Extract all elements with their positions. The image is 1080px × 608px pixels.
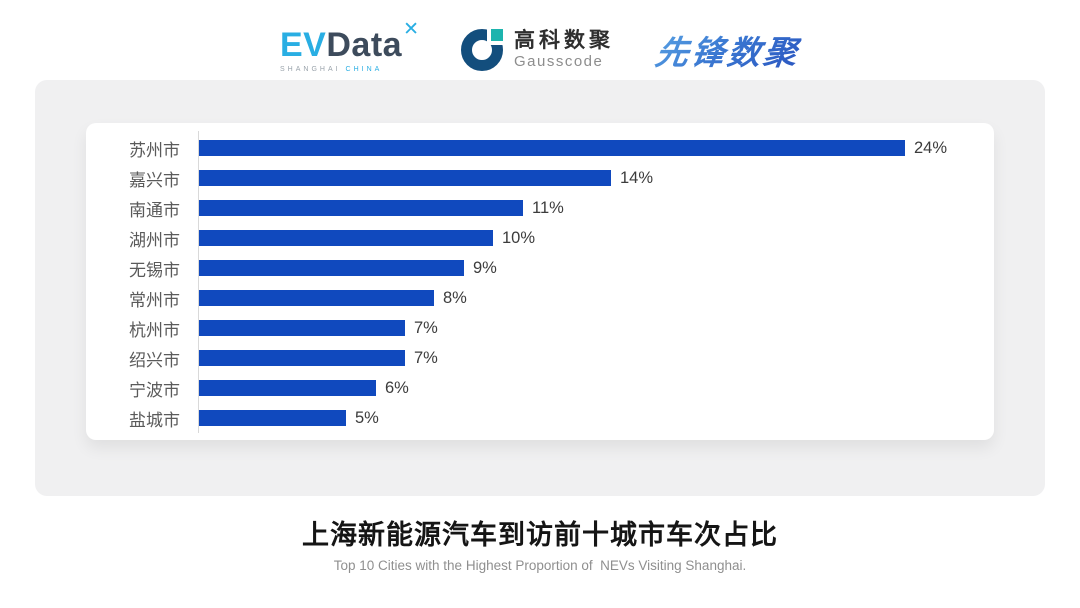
bar bbox=[199, 380, 376, 396]
value-label: 9% bbox=[473, 258, 497, 277]
bar bbox=[199, 170, 611, 186]
chart-panel: 苏州市 24% 嘉兴市 14% 南通市 11% 湖州市 10% 无锡市 9% 常州市 8% 杭州市 7% 绍… bbox=[35, 80, 1045, 496]
gausscode-ring-icon bbox=[460, 28, 504, 71]
chart-row: 无锡市 9% bbox=[86, 253, 994, 283]
value-label: 7% bbox=[414, 348, 438, 367]
category-label: 苏州市 bbox=[129, 140, 180, 160]
page: EV Data ✕ SHANGHAI CHINA 高科数聚 Gausscode … bbox=[0, 0, 1080, 573]
bar bbox=[199, 290, 434, 306]
chart-row: 杭州市 7% bbox=[86, 313, 994, 343]
gausscode-ring bbox=[460, 29, 503, 71]
bar-track: 7% bbox=[199, 349, 994, 368]
category-label: 绍兴市 bbox=[129, 350, 180, 370]
chart-subtitle: Top 10 Cities with the Highest Proportio… bbox=[333, 558, 747, 573]
evdata-ev-text: EV bbox=[280, 25, 327, 64]
value-label: 11% bbox=[532, 198, 564, 217]
gausscode-teal-square bbox=[490, 29, 503, 41]
bar bbox=[199, 200, 523, 216]
category-label: 嘉兴市 bbox=[129, 170, 180, 190]
evdata-china-text: CHINA bbox=[345, 65, 383, 73]
bar bbox=[199, 410, 346, 426]
category-label: 湖州市 bbox=[129, 230, 180, 250]
category-label: 南通市 bbox=[129, 200, 180, 220]
bar-chart: 苏州市 24% 嘉兴市 14% 南通市 11% 湖州市 10% 无锡市 9% 常州市 8% 杭州市 7% 绍… bbox=[86, 123, 994, 440]
bar-track: 7% bbox=[199, 319, 994, 338]
value-label: 24% bbox=[914, 138, 948, 157]
gausscode-wordmark: 高科数聚 Gausscode bbox=[514, 30, 614, 70]
chart-row: 南通市 11% bbox=[86, 193, 994, 223]
category-label: 盐城市 bbox=[129, 410, 180, 430]
bar bbox=[199, 230, 493, 246]
chart-row: 盐城市 5% bbox=[86, 403, 994, 433]
evdata-wordmark: EV Data ✕ bbox=[280, 20, 419, 64]
xianfeng-shuju-logo: 先锋数聚 bbox=[653, 26, 804, 74]
bar-track: 9% bbox=[199, 259, 994, 278]
chart-row: 湖州市 10% bbox=[86, 223, 994, 253]
category-label: 常州市 bbox=[129, 290, 180, 310]
bar-track: 24% bbox=[199, 139, 994, 158]
bar-track: 5% bbox=[199, 409, 994, 428]
bar-track: 6% bbox=[199, 379, 994, 398]
bar bbox=[199, 260, 464, 276]
bar-track: 11% bbox=[199, 199, 994, 218]
category-label: 宁波市 bbox=[129, 380, 180, 400]
evdata-x-icon: ✕ bbox=[403, 18, 419, 40]
value-label: 14% bbox=[620, 168, 654, 187]
bar bbox=[199, 350, 405, 366]
bar bbox=[199, 140, 905, 156]
evdata-data-text: Data bbox=[326, 25, 403, 64]
gausscode-logo: 高科数聚 Gausscode bbox=[460, 28, 614, 71]
chart-card: 苏州市 24% 嘉兴市 14% 南通市 11% 湖州市 10% 无锡市 9% 常州市 8% 杭州市 7% 绍… bbox=[86, 123, 994, 440]
bar-track: 10% bbox=[199, 229, 994, 248]
bar-track: 14% bbox=[199, 169, 994, 188]
gausscode-chinese-name: 高科数聚 bbox=[513, 29, 614, 53]
chart-row: 常州市 8% bbox=[86, 283, 994, 313]
category-label: 无锡市 bbox=[129, 260, 180, 280]
value-label: 5% bbox=[355, 408, 379, 427]
evdata-tagline: SHANGHAI CHINA bbox=[280, 66, 419, 73]
value-label: 10% bbox=[502, 228, 536, 247]
value-label: 6% bbox=[385, 378, 409, 397]
chart-row: 宁波市 6% bbox=[86, 373, 994, 403]
chart-row: 嘉兴市 14% bbox=[86, 163, 994, 193]
chart-title: 上海新能源汽车到访前十城市车次占比 bbox=[302, 520, 778, 550]
gausscode-english-name: Gausscode bbox=[513, 53, 604, 71]
value-label: 7% bbox=[414, 318, 438, 337]
value-label: 8% bbox=[443, 288, 467, 307]
bar-track: 8% bbox=[199, 289, 994, 308]
header-logos: EV Data ✕ SHANGHAI CHINA 高科数聚 Gausscode … bbox=[0, 0, 1080, 80]
bar bbox=[199, 320, 405, 336]
evdata-logo: EV Data ✕ SHANGHAI CHINA bbox=[280, 20, 419, 73]
evdata-shanghai-text: SHANGHAI bbox=[280, 65, 341, 73]
caption: 上海新能源汽车到访前十城市车次占比 Top 10 Cities with the… bbox=[0, 513, 1080, 573]
chart-row: 绍兴市 7% bbox=[86, 343, 994, 373]
chart-row: 苏州市 24% bbox=[86, 133, 994, 163]
category-label: 杭州市 bbox=[129, 320, 180, 340]
y-axis-line bbox=[198, 131, 199, 433]
